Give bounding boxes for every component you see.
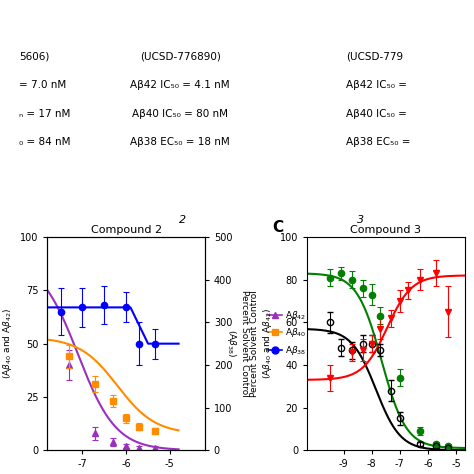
Title: Compound 3: Compound 3: [350, 225, 421, 235]
Text: = 7.0 nM: = 7.0 nM: [19, 80, 66, 91]
Text: Aβ40 IC₅₀ =: Aβ40 IC₅₀ =: [346, 109, 407, 119]
Text: Aβ38 EC₅₀ =: Aβ38 EC₅₀ =: [346, 137, 410, 147]
Text: Aβ42 IC₅₀ =: Aβ42 IC₅₀ =: [346, 80, 407, 91]
Text: ₙ = 17 nM: ₙ = 17 nM: [19, 109, 70, 119]
Text: Aβ42 IC₅₀ = 4.1 nM: Aβ42 IC₅₀ = 4.1 nM: [130, 80, 230, 91]
Y-axis label: Percent Solvent Control
(A$\beta_{38}$): Percent Solvent Control (A$\beta_{38}$): [225, 290, 249, 397]
Text: Aβ40 IC₅₀ = 80 nM: Aβ40 IC₅₀ = 80 nM: [132, 109, 228, 119]
Text: Aβ38 EC₅₀ = 18 nM: Aβ38 EC₅₀ = 18 nM: [130, 137, 230, 147]
Y-axis label: Percent Solvent Control
(A$\beta_{40}$ and A$\beta_{42}$): Percent Solvent Control (A$\beta_{40}$ a…: [0, 290, 14, 397]
Text: (UCSD-776890): (UCSD-776890): [140, 52, 220, 62]
Title: Compound 2: Compound 2: [91, 225, 162, 235]
Text: (UCSD-779: (UCSD-779: [346, 52, 403, 62]
Text: 2: 2: [179, 215, 186, 226]
Text: ₀ = 84 nM: ₀ = 84 nM: [19, 137, 71, 147]
Text: C: C: [273, 220, 283, 235]
Text: 5606): 5606): [19, 52, 49, 62]
Text: 3: 3: [356, 215, 364, 226]
Legend: A$\beta_{42}$, A$\beta_{40}$, A$\beta_{38}$: A$\beta_{42}$, A$\beta_{40}$, A$\beta_{3…: [264, 305, 310, 361]
Y-axis label: Percent Solvent Control
(A$\beta_{40}$ and A$\beta_{42}$): Percent Solvent Control (A$\beta_{40}$ a…: [250, 290, 274, 397]
